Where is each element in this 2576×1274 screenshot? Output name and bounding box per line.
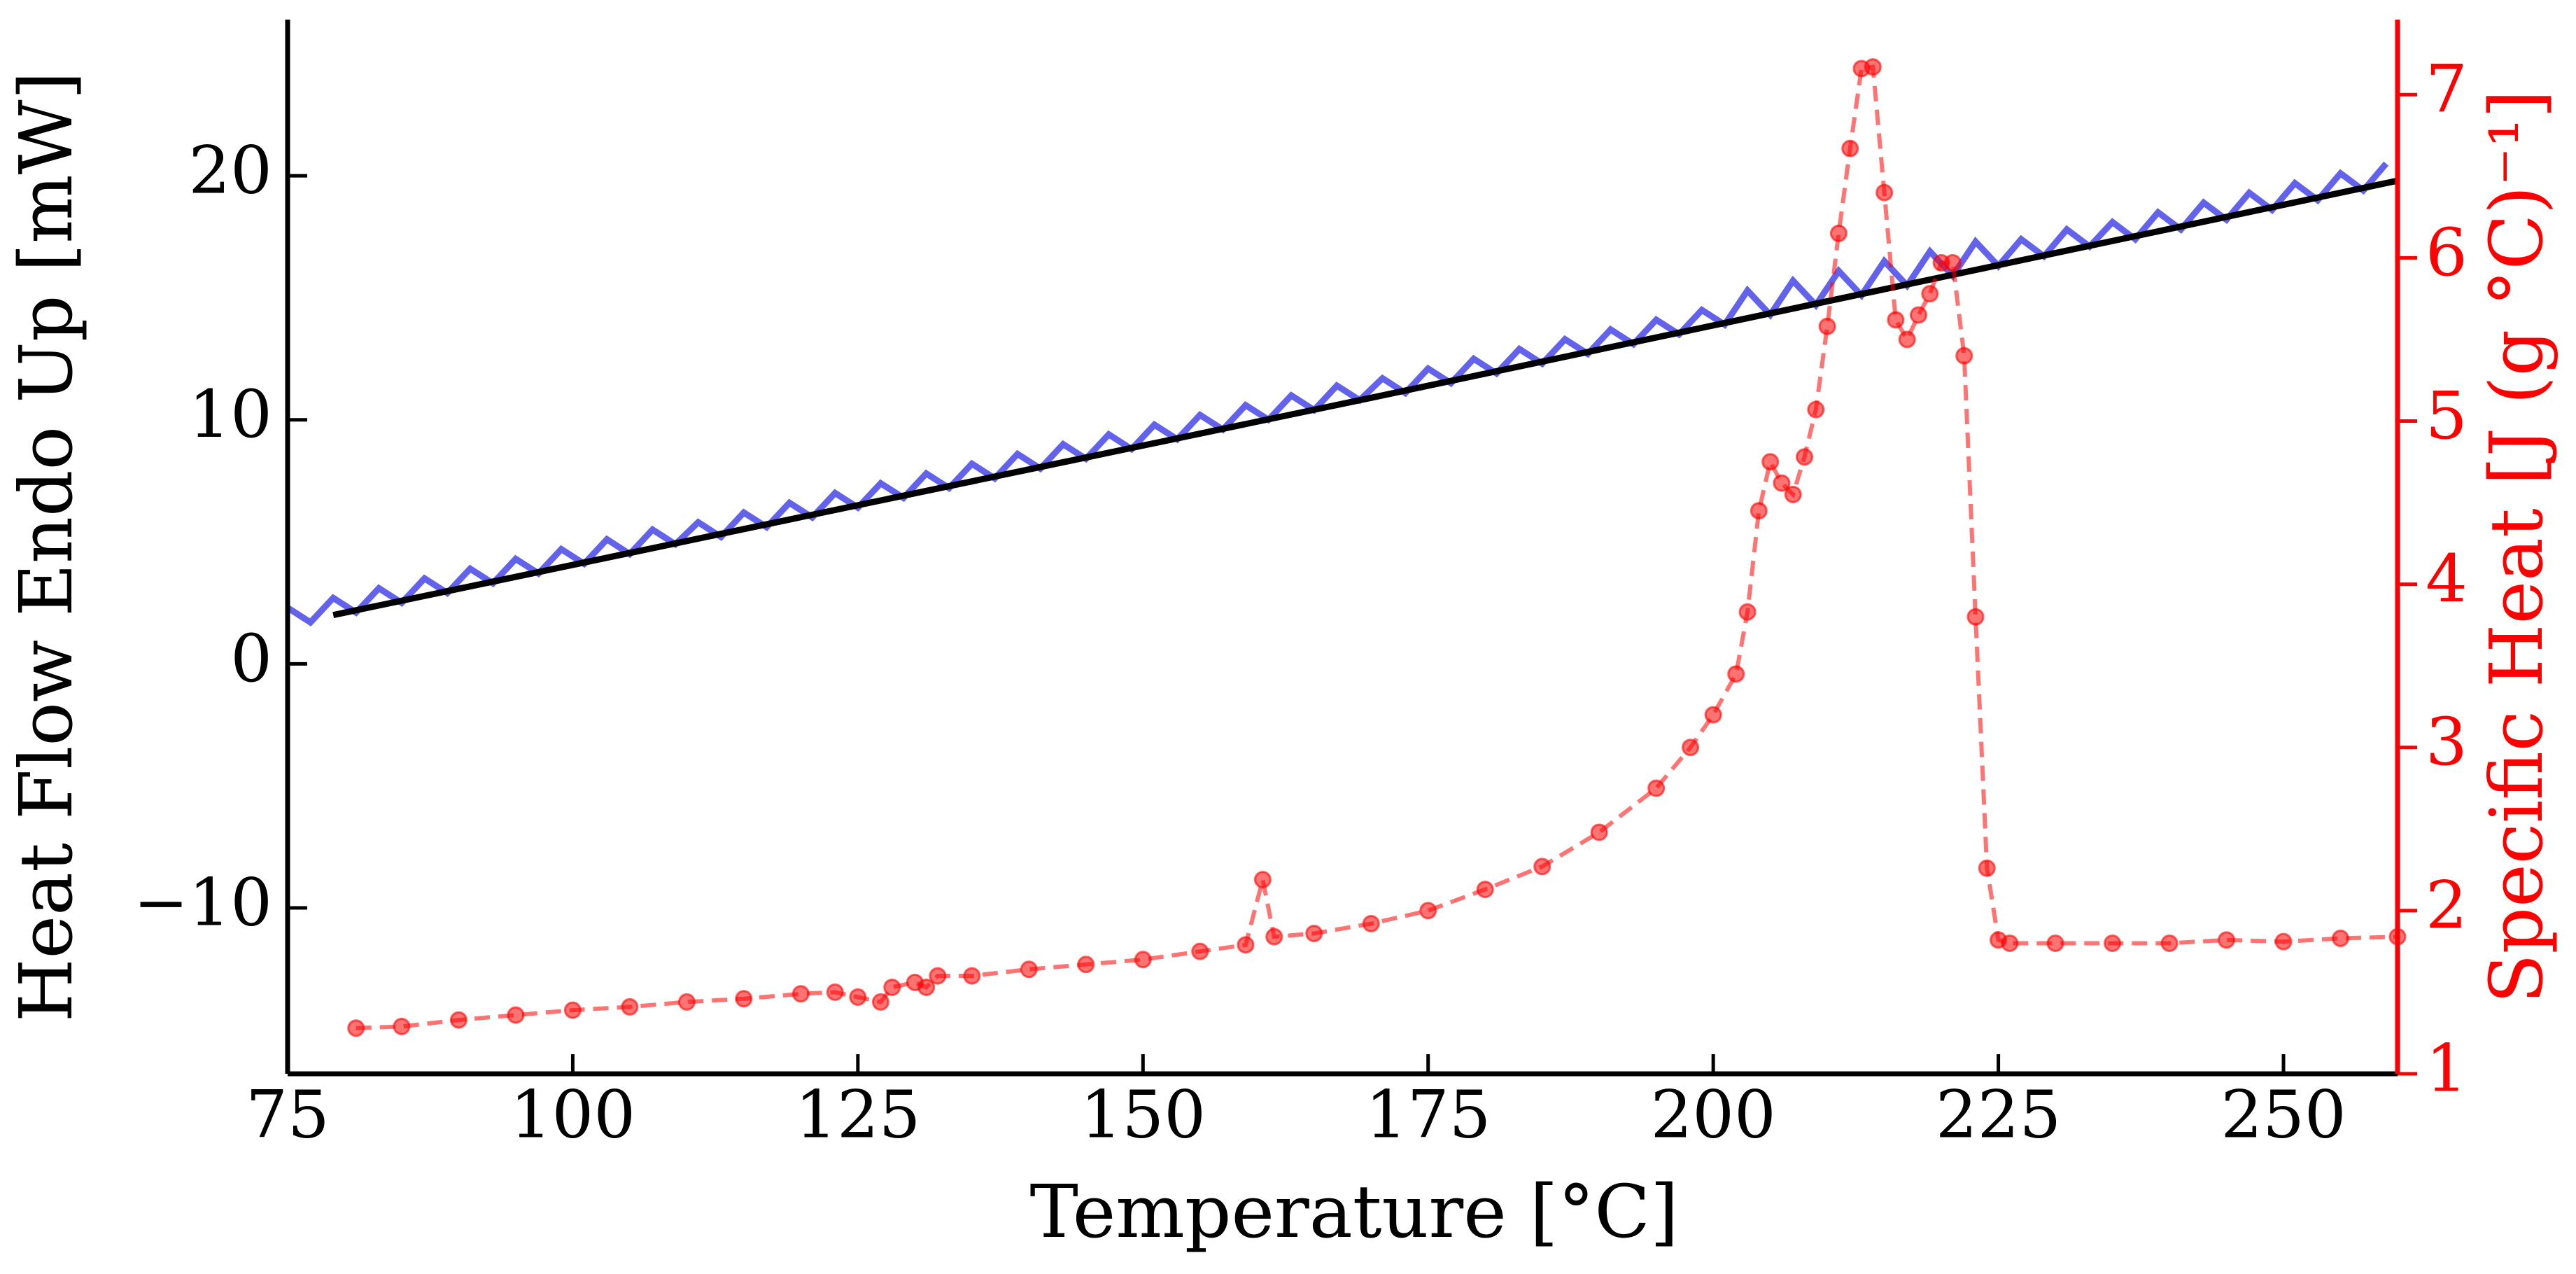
data-point <box>1533 858 1551 876</box>
data-point <box>917 978 936 996</box>
data-point <box>1590 823 1608 841</box>
data-point <box>1253 871 1272 889</box>
data-point <box>1864 58 1882 76</box>
data-point <box>677 993 696 1011</box>
data-point <box>507 1006 525 1024</box>
data-point <box>1966 608 1985 626</box>
y2-tick-label: 7 <box>2426 52 2468 128</box>
data-point <box>1978 859 1996 877</box>
y2-tick-label: 6 <box>2426 215 2468 291</box>
data-point <box>1796 448 1814 466</box>
data-point <box>1362 915 1380 933</box>
x-axis-label: Temperature [°C] <box>1029 1169 1678 1254</box>
data-point <box>871 993 889 1011</box>
data-point <box>1887 311 1905 329</box>
x-tick-label: 100 <box>510 1077 635 1153</box>
y-tick-label: 10 <box>188 377 272 453</box>
data-point <box>1955 346 1973 365</box>
series-line <box>332 177 2398 619</box>
data-point <box>1020 960 1038 979</box>
y2-tick-label: 1 <box>2426 1030 2468 1107</box>
x-tick-label: 225 <box>1936 1077 2061 1153</box>
data-point <box>1077 955 1095 974</box>
data-point <box>1841 139 1859 158</box>
data-point <box>1807 400 1825 419</box>
y2-axis-label: Specific Heat [J (g °C)⁻¹] <box>2474 90 2559 1003</box>
data-point <box>2104 934 2122 952</box>
data-point <box>2274 932 2293 951</box>
data-point <box>2001 934 2019 952</box>
data-point <box>1704 706 1722 724</box>
data-point <box>883 978 901 996</box>
y-tick-label: 0 <box>230 621 272 697</box>
data-point <box>621 997 639 1016</box>
data-point <box>1829 224 1847 242</box>
y-axis-label: Heat Flow Endo Up [mW] <box>3 71 89 1022</box>
y2-tick-label: 3 <box>2426 704 2468 780</box>
data-point <box>1134 951 1152 969</box>
x-tick-label: 150 <box>1081 1077 1206 1153</box>
data-point <box>2332 930 2350 948</box>
data-point <box>1305 925 1323 943</box>
data-point <box>791 985 810 1003</box>
y2-tick-label: 2 <box>2426 867 2468 944</box>
data-point <box>1750 502 1768 520</box>
data-point <box>1910 306 1928 324</box>
data-point <box>1784 485 1802 503</box>
data-point <box>1727 665 1745 683</box>
data-point <box>1738 603 1757 621</box>
y2-tick-label: 5 <box>2426 378 2468 454</box>
series-line <box>356 64 2398 1030</box>
data-point <box>1943 253 1962 272</box>
data-point <box>2160 934 2179 952</box>
data-point <box>563 1001 582 1019</box>
x-tick-label: 175 <box>1365 1077 1491 1153</box>
x-tick-label: 200 <box>1650 1077 1775 1153</box>
x-tick-label: 125 <box>795 1077 920 1153</box>
data-point <box>1191 942 1209 960</box>
data-point <box>393 1017 411 1035</box>
data-point <box>347 1019 365 1037</box>
data-point <box>963 967 981 985</box>
series-line <box>288 161 2389 626</box>
data-point <box>1237 936 1255 954</box>
y-tick-label: −10 <box>134 864 272 941</box>
x-tick-label: 250 <box>2220 1077 2346 1153</box>
data-point <box>1419 902 1437 920</box>
data-point <box>826 983 844 1001</box>
y2-tick-label: 4 <box>2426 541 2468 617</box>
data-point <box>1265 927 1283 946</box>
data-point <box>849 988 867 1006</box>
data-point <box>1476 881 1494 899</box>
data-point <box>1875 183 1894 202</box>
data-point <box>1761 453 1780 471</box>
data-point <box>1647 779 1666 797</box>
x-tick-label: 75 <box>246 1077 330 1153</box>
data-point <box>1682 738 1700 757</box>
data-point <box>929 967 947 985</box>
data-point <box>449 1011 467 1029</box>
data-point <box>2218 931 2236 949</box>
data-point <box>1818 317 1836 335</box>
y-tick-label: 20 <box>188 133 272 209</box>
data-point <box>735 990 753 1008</box>
data-point <box>1773 474 1791 492</box>
data-point <box>2046 934 2064 952</box>
data-point <box>1898 330 1916 349</box>
data-point <box>1921 285 1939 303</box>
